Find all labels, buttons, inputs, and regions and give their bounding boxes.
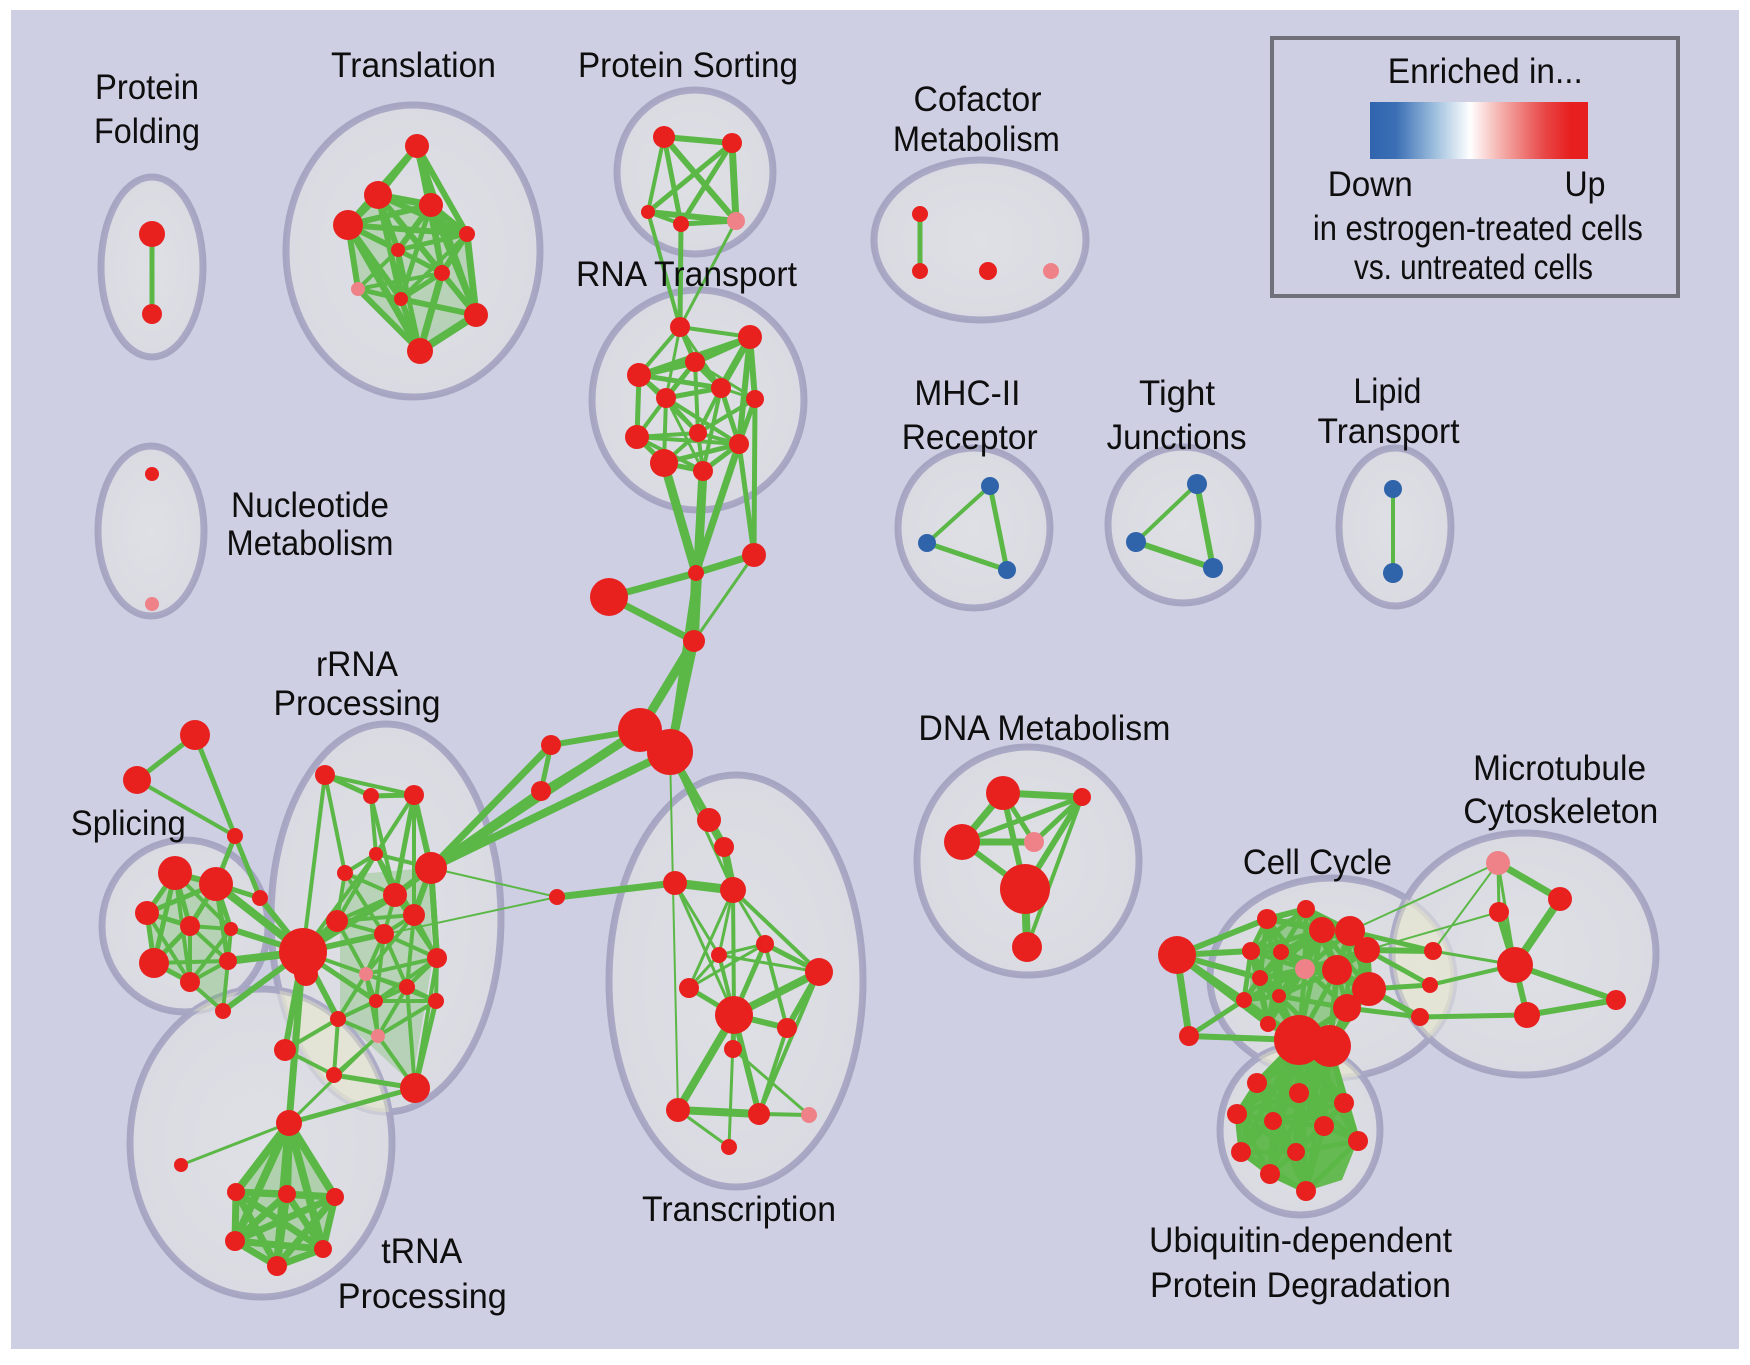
svg-text:in estrogen-treated cells: in estrogen-treated cells (1313, 209, 1643, 248)
svg-text:Translation: Translation (331, 46, 496, 85)
svg-text:Lipid: Lipid (1353, 372, 1421, 411)
svg-text:Ubiquitin-dependent: Ubiquitin-dependent (1149, 1221, 1452, 1260)
svg-text:Processing: Processing (338, 1277, 507, 1316)
svg-text:Cofactor: Cofactor (914, 80, 1042, 119)
svg-text:Receptor: Receptor (902, 418, 1038, 457)
svg-text:Protein Degradation: Protein Degradation (1150, 1266, 1451, 1305)
svg-text:Nucleotide: Nucleotide (231, 486, 389, 525)
svg-text:Transport: Transport (1318, 412, 1460, 451)
svg-text:DNA Metabolism: DNA Metabolism (918, 709, 1170, 748)
svg-text:Metabolism: Metabolism (227, 524, 394, 563)
svg-text:Processing: Processing (274, 684, 441, 723)
svg-text:Cytoskeleton: Cytoskeleton (1463, 792, 1658, 831)
svg-text:Down: Down (1328, 165, 1413, 204)
svg-text:Metabolism: Metabolism (893, 120, 1060, 159)
svg-text:tRNA: tRNA (381, 1232, 463, 1271)
svg-text:Junctions: Junctions (1107, 418, 1247, 457)
svg-text:Tight: Tight (1139, 374, 1215, 413)
svg-text:RNA Transport: RNA Transport (576, 255, 797, 294)
svg-text:Splicing: Splicing (71, 804, 186, 843)
svg-text:Enriched in...: Enriched in... (1388, 52, 1583, 91)
svg-text:Protein: Protein (95, 68, 199, 107)
svg-text:Protein Sorting: Protein Sorting (578, 46, 798, 85)
svg-text:Cell Cycle: Cell Cycle (1243, 843, 1392, 882)
svg-text:Transcription: Transcription (642, 1190, 836, 1229)
svg-text:Microtubule: Microtubule (1473, 749, 1646, 788)
svg-text:vs. untreated cells: vs. untreated cells (1354, 248, 1593, 287)
svg-text:Folding: Folding (94, 112, 200, 151)
svg-text:Up: Up (1565, 165, 1606, 204)
svg-text:MHC-II: MHC-II (914, 374, 1020, 413)
svg-text:rRNA: rRNA (316, 645, 399, 684)
